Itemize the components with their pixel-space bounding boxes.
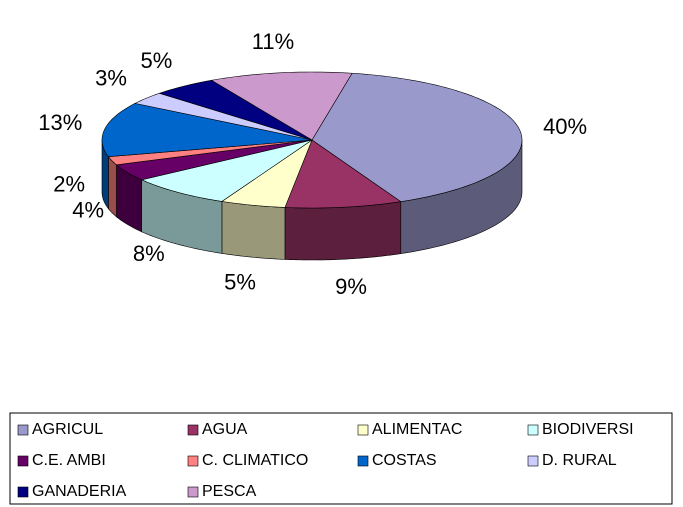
legend-swatch <box>17 486 29 498</box>
data-label: 8% <box>133 241 165 266</box>
legend-label: AGUA <box>202 421 248 438</box>
legend-swatch <box>527 455 539 467</box>
legend-label: AGRICUL <box>32 421 103 438</box>
legend-swatch <box>357 424 369 436</box>
data-label: 5% <box>141 48 173 73</box>
legend-swatch <box>527 424 539 436</box>
legend-label: D. RURAL <box>542 452 617 469</box>
pie-slice <box>115 139 313 181</box>
legend-swatch <box>187 486 199 498</box>
pie-slice <box>311 72 523 202</box>
data-label: 11% <box>252 29 294 54</box>
data-label: 40% <box>543 114 587 139</box>
pie-slice <box>107 139 313 166</box>
pie-slice <box>140 139 313 202</box>
data-label: 5% <box>224 270 256 295</box>
pie-slice <box>158 79 313 141</box>
data-label: 9% <box>335 274 367 299</box>
pie-slice <box>210 71 353 141</box>
data-labels: 40% 9% 5% 8% 4%2% 13% 3% 5% 11% <box>38 29 587 299</box>
legend-label: PESCA <box>202 483 257 500</box>
legend-swatch <box>187 455 199 467</box>
legend-swatch <box>357 455 369 467</box>
data-label: 4% <box>72 198 104 223</box>
legend-label: C. CLIMATICO <box>202 452 308 469</box>
pie-side <box>108 155 117 218</box>
pie-slice <box>101 103 313 157</box>
legend-box <box>9 412 673 505</box>
pie-slice <box>221 139 313 208</box>
legend-label: ALIMENTAC <box>372 421 462 438</box>
legend-label: C.E. AMBI <box>32 452 106 469</box>
legend-swatch <box>17 455 29 467</box>
legend-label: GANADERIA <box>32 483 127 500</box>
pie-side <box>221 201 286 260</box>
data-label: 2% <box>53 172 85 197</box>
data-label: 3% <box>95 65 127 90</box>
data-label: 13% <box>38 110 82 135</box>
pie-tops <box>101 71 523 209</box>
legend: AGRICUL AGUA ALIMENTAC BIODIVERSI C.E. AMBI C… <box>17 421 634 500</box>
pie-slice <box>134 92 313 141</box>
pie-side <box>284 201 402 261</box>
legend-label: BIODIVERSI <box>542 421 634 438</box>
legend-label: COSTAS <box>372 452 437 469</box>
legend-swatch <box>17 424 29 436</box>
pie-slice <box>284 139 402 209</box>
legend-swatch <box>187 424 199 436</box>
